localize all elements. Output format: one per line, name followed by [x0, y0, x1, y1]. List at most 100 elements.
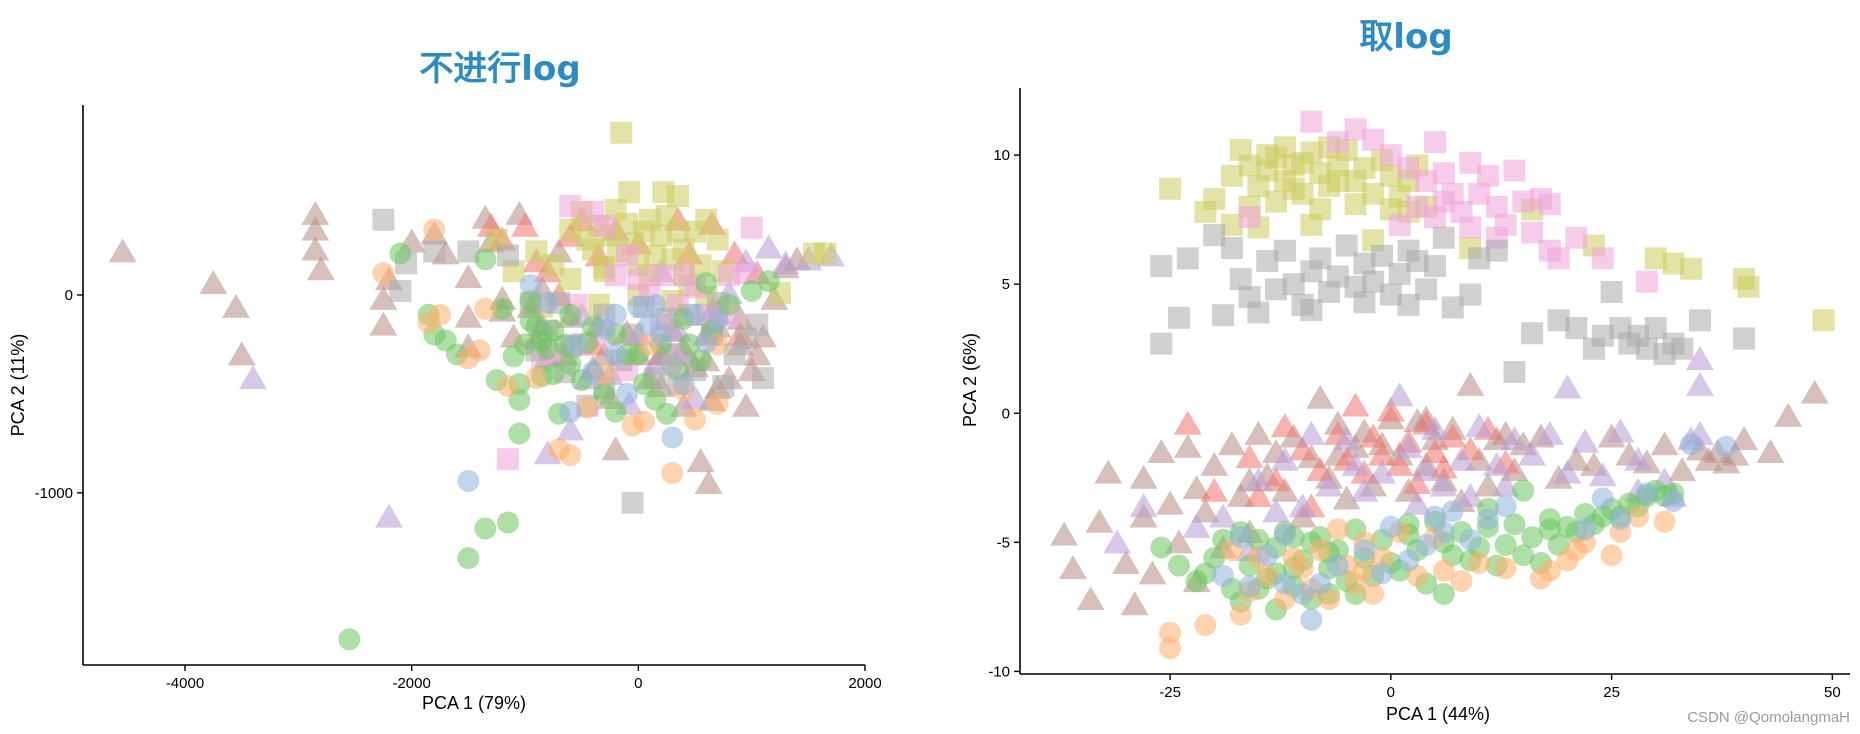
data-point-gray-square: [1203, 224, 1226, 247]
data-point-orange-circle: [1229, 603, 1252, 626]
data-point-pink-square: [650, 264, 672, 287]
axis-ticks-no-log: -4000 -2000 0 2000 0 -1000: [35, 287, 882, 692]
data-point-green-circle: [338, 628, 361, 651]
data-point-blue-circle: [536, 291, 559, 314]
data-point-purple-triangle: [754, 234, 783, 259]
data-point-olive-square: [576, 228, 599, 251]
data-point-orange-circle: [372, 262, 395, 285]
data-point-red-triangle: [1288, 436, 1317, 461]
data-point-blue-circle: [1441, 500, 1464, 523]
data-point-orange-circle: [1538, 559, 1561, 582]
data-point-purple-triangle: [1588, 462, 1617, 487]
data-point-olive-square: [1680, 257, 1703, 280]
data-point-blue-circle: [644, 293, 667, 316]
data-point-purple-triangle: [375, 503, 403, 528]
data-point-brown-triangle: [222, 293, 250, 318]
data-point-pink-square: [1300, 110, 1323, 133]
data-point-brown-triangle: [1111, 549, 1140, 574]
data-point-pink-square: [1397, 157, 1420, 180]
data-point-gray-square: [1397, 293, 1420, 316]
data-point-pink-square: [1468, 182, 1491, 205]
data-point-purple-triangle: [1288, 493, 1317, 518]
data-point-green-circle: [1512, 479, 1535, 502]
data-point-olive-square: [1353, 157, 1376, 180]
data-point-blue-circle: [661, 353, 684, 376]
data-point-blue-circle: [1309, 572, 1332, 595]
data-point-gray-square: [1591, 324, 1614, 347]
data-point-green-circle: [718, 293, 740, 316]
data-point-brown-triangle: [369, 285, 398, 310]
data-point-gray-square: [1547, 309, 1570, 332]
data-point-olive-square: [644, 244, 667, 267]
data-point-olive-square: [650, 224, 672, 247]
data-point-brown-triangle: [369, 311, 398, 336]
data-point-blue-circle: [1273, 523, 1296, 546]
data-point-olive-square: [1644, 247, 1667, 270]
data-point-orange-circle: [1194, 613, 1217, 636]
data-point-blue-circle: [1229, 526, 1252, 549]
data-point-olive-square: [1238, 154, 1261, 177]
data-point-gray-square: [1167, 306, 1190, 329]
data-point-gray-square: [1600, 280, 1623, 303]
data-point-orange-circle: [1450, 570, 1473, 593]
data-point-purple-triangle: [1103, 529, 1132, 554]
data-point-blue-circle: [1397, 549, 1420, 572]
data-point-purple-triangle: [681, 384, 709, 409]
data-point-red-triangle: [1244, 482, 1273, 507]
data-point-olive-square: [1362, 182, 1385, 205]
data-point-gray-square: [497, 244, 519, 267]
data-point-olive-square: [542, 254, 565, 277]
data-point-pink-square: [1326, 131, 1349, 154]
data-point-orange-circle: [474, 297, 497, 320]
plot-title-log: 取log: [1359, 17, 1452, 57]
pca-plot-no-log: 不进行log -4000 -2000 0 2000 0 -1000 PCA 1 (79%)…: [8, 49, 882, 713]
data-point-blue-circle: [1238, 575, 1261, 598]
data-point-olive-square: [1282, 177, 1305, 200]
data-point-purple-triangle: [1571, 428, 1600, 453]
data-point-brown-triangle: [301, 236, 330, 261]
data-point-purple-triangle: [1270, 446, 1299, 471]
data-point-brown-triangle: [199, 270, 228, 295]
data-point-olive-square: [695, 208, 718, 231]
data-point-red-triangle: [1438, 423, 1467, 448]
data-point-purple-triangle: [1412, 457, 1441, 482]
data-point-brown-triangle: [1094, 459, 1123, 484]
data-point-brown-triangle: [1244, 420, 1273, 445]
data-point-pink-square: [1565, 226, 1588, 249]
data-point-green-circle: [457, 547, 480, 570]
data-point-blue-circle: [1574, 518, 1597, 541]
data-point-red-triangle: [1270, 413, 1299, 438]
data-point-pink-square: [1238, 206, 1261, 229]
x-tick-label: -2000: [392, 675, 430, 692]
data-point-gray-square: [1459, 283, 1482, 306]
data-point-pink-square: [1476, 164, 1499, 187]
data-point-red-triangle: [1429, 454, 1458, 479]
data-point-green-circle: [1538, 508, 1561, 531]
data-point-brown-triangle: [1058, 555, 1087, 580]
x-tick-label: -4000: [166, 675, 204, 692]
data-point-blue-circle: [1635, 482, 1658, 505]
data-point-gray-square: [1371, 244, 1394, 267]
data-point-purple-triangle: [1447, 446, 1476, 471]
data-point-blue-circle: [1662, 490, 1685, 513]
data-point-gray-square: [1353, 291, 1376, 314]
data-point-gray-square: [1326, 265, 1349, 288]
data-point-olive-square: [616, 212, 638, 235]
data-point-olive-square: [1662, 252, 1685, 275]
data-point-green-circle: [593, 382, 616, 405]
data-point-blue-circle: [627, 295, 650, 318]
data-point-blue-circle: [1300, 608, 1323, 631]
data-point-red-triangle: [1385, 451, 1414, 476]
data-point-purple-triangle: [556, 416, 585, 441]
data-point-orange-circle: [1600, 544, 1623, 567]
data-point-blue-circle: [457, 469, 480, 492]
data-point-brown-triangle: [732, 392, 760, 417]
data-point-olive-square: [1344, 193, 1367, 216]
data-point-purple-triangle: [1553, 374, 1582, 399]
y-tick-label: 0: [65, 287, 73, 304]
data-point-gray-square: [423, 240, 446, 263]
data-point-blue-circle: [684, 303, 706, 326]
data-point-blue-circle: [1273, 572, 1296, 595]
data-point-olive-square: [706, 228, 729, 251]
